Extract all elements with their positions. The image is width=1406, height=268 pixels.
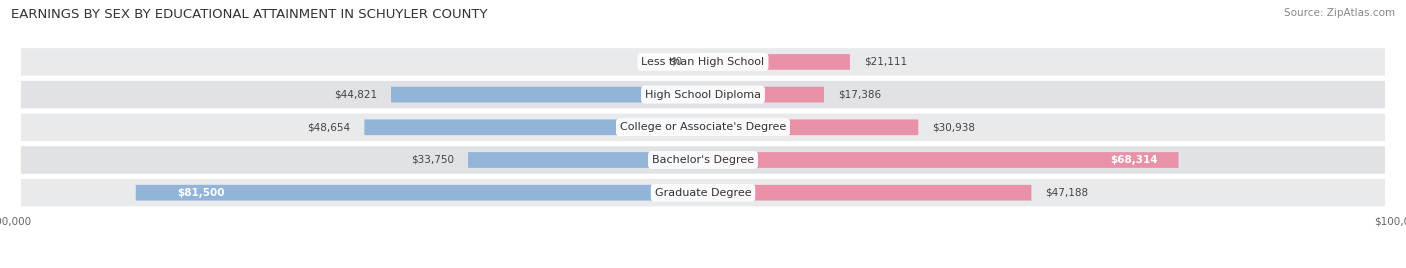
Text: $33,750: $33,750 (411, 155, 454, 165)
Text: $48,654: $48,654 (308, 122, 350, 132)
FancyBboxPatch shape (21, 48, 1385, 76)
FancyBboxPatch shape (703, 87, 824, 102)
Text: $68,314: $68,314 (1109, 155, 1157, 165)
Text: $30,938: $30,938 (932, 122, 976, 132)
FancyBboxPatch shape (391, 87, 703, 102)
FancyBboxPatch shape (468, 152, 703, 168)
Text: Bachelor's Degree: Bachelor's Degree (652, 155, 754, 165)
FancyBboxPatch shape (136, 185, 703, 200)
Text: $81,500: $81,500 (177, 188, 225, 198)
Text: $44,821: $44,821 (335, 90, 377, 100)
Text: $21,111: $21,111 (863, 57, 907, 67)
Text: Less than High School: Less than High School (641, 57, 765, 67)
Text: $47,188: $47,188 (1045, 188, 1088, 198)
FancyBboxPatch shape (364, 120, 703, 135)
Text: EARNINGS BY SEX BY EDUCATIONAL ATTAINMENT IN SCHUYLER COUNTY: EARNINGS BY SEX BY EDUCATIONAL ATTAINMEN… (11, 8, 488, 21)
Text: College or Associate's Degree: College or Associate's Degree (620, 122, 786, 132)
Text: $17,386: $17,386 (838, 90, 882, 100)
FancyBboxPatch shape (703, 120, 918, 135)
FancyBboxPatch shape (703, 54, 849, 70)
FancyBboxPatch shape (21, 114, 1385, 141)
Text: Source: ZipAtlas.com: Source: ZipAtlas.com (1284, 8, 1395, 18)
FancyBboxPatch shape (703, 185, 1032, 200)
FancyBboxPatch shape (703, 152, 1178, 168)
FancyBboxPatch shape (21, 179, 1385, 206)
Text: High School Diploma: High School Diploma (645, 90, 761, 100)
Text: $0: $0 (669, 57, 682, 67)
Text: Graduate Degree: Graduate Degree (655, 188, 751, 198)
FancyBboxPatch shape (21, 146, 1385, 174)
FancyBboxPatch shape (21, 81, 1385, 108)
